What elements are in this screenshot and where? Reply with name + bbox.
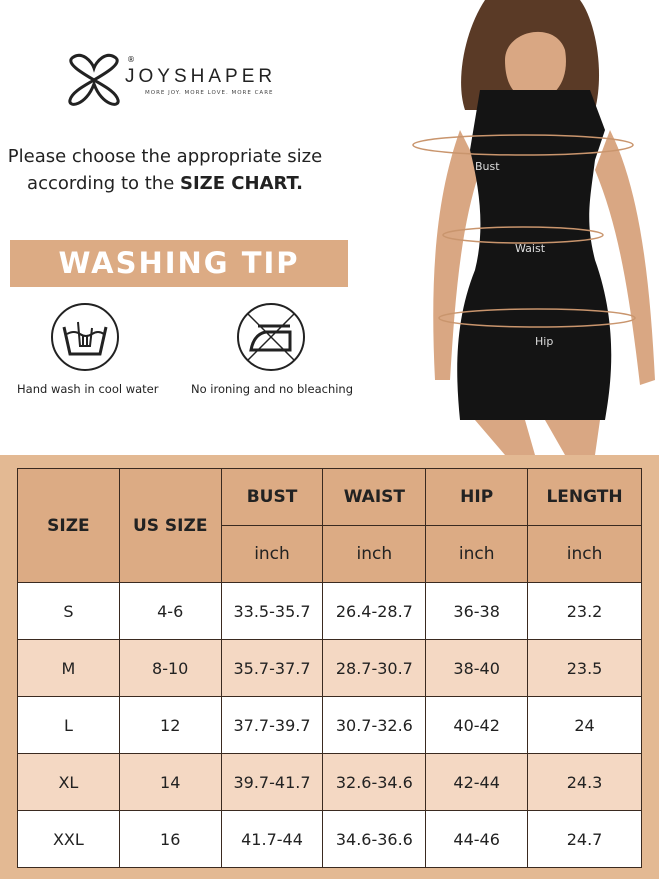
table-row: L 12 37.7-39.7 30.7-32.6 40-42 24 [17,696,642,754]
cell-length: 23.2 [527,582,642,640]
cell-size: S [17,582,120,640]
hand-wash-icon [51,303,119,371]
cell-bust: 35.7-37.7 [220,639,324,697]
header-bust: BUST [220,468,324,526]
bust-label: Bust [475,160,500,173]
cell-length: 24.7 [527,810,642,868]
instruction-emphasis: SIZE CHART. [180,173,303,194]
table-row: XXL 16 41.7-44 34.6-36.6 44-46 24.7 [17,810,642,868]
header-hip: HIP [425,468,529,526]
cell-length: 23.5 [527,639,642,697]
no-iron-icon [237,303,305,371]
header-waist: WAIST [322,468,427,526]
cell-us-size: 4-6 [118,582,222,640]
cell-waist: 26.4-28.7 [322,582,427,640]
cell-us-size: 14 [118,753,222,811]
unit-hip: inch [425,525,529,583]
cell-size: L [17,696,120,754]
cell-waist: 34.6-36.6 [322,810,427,868]
cell-waist: 28.7-30.7 [322,639,427,697]
registered-mark: ® [127,55,135,64]
cell-us-size: 8-10 [118,639,222,697]
hand-wash-label: Hand wash in cool water [17,382,159,396]
hip-label: Hip [535,335,554,348]
cell-waist: 30.7-32.6 [322,696,427,754]
joyshaper-logo-icon [68,53,120,106]
header-us-size: US SIZE [118,468,222,583]
cell-size: M [17,639,120,697]
instruction-text: Please choose the appropriate size accor… [7,146,323,194]
cell-bust: 37.7-39.7 [220,696,324,754]
cell-hip: 38-40 [425,639,529,697]
cell-bust: 39.7-41.7 [220,753,324,811]
table-row: M 8-10 35.7-37.7 28.7-30.7 38-40 23.5 [17,639,642,697]
header-row: SIZE US SIZE BUST WAIST HIP LENGTH [17,468,642,583]
unit-bust: inch [220,525,324,583]
waist-label: Waist [515,242,546,255]
cell-length: 24 [527,696,642,754]
cell-length: 24.3 [527,753,642,811]
cell-size: XL [17,753,120,811]
cell-hip: 44-46 [425,810,529,868]
unit-row: inch inch inch inch [18,525,642,583]
brand-name: JOYSHAPER [125,66,277,87]
header-size: SIZE [17,468,120,583]
cell-waist: 32.6-34.6 [322,753,427,811]
brand-tagline: MORE JOY. MORE LOVE. MORE CARE [145,90,274,96]
cell-hip: 42-44 [425,753,529,811]
cell-bust: 33.5-35.7 [220,582,324,640]
cell-size: XXL [17,810,120,868]
cell-bust: 41.7-44 [220,810,324,868]
unit-length: inch [527,525,642,583]
cell-us-size: 16 [118,810,222,868]
table-row: S 4-6 33.5-35.7 26.4-28.7 36-38 23.2 [17,582,642,640]
cell-us-size: 12 [118,696,222,754]
washing-tip-banner: WASHING TIP [10,240,348,287]
size-chart-table: SIZE US SIZE BUST WAIST HIP LENGTH inch … [17,468,642,868]
model-photo [412,0,655,455]
cell-hip: 40-42 [425,696,529,754]
unit-waist: inch [322,525,427,583]
no-iron-label: No ironing and no bleaching [191,382,354,396]
cell-hip: 36-38 [425,582,529,640]
header-length: LENGTH [527,468,642,526]
size-instruction: Please choose the appropriate size accor… [0,143,330,197]
table-row: XL 14 39.7-41.7 32.6-34.6 42-44 24.3 [17,753,642,811]
